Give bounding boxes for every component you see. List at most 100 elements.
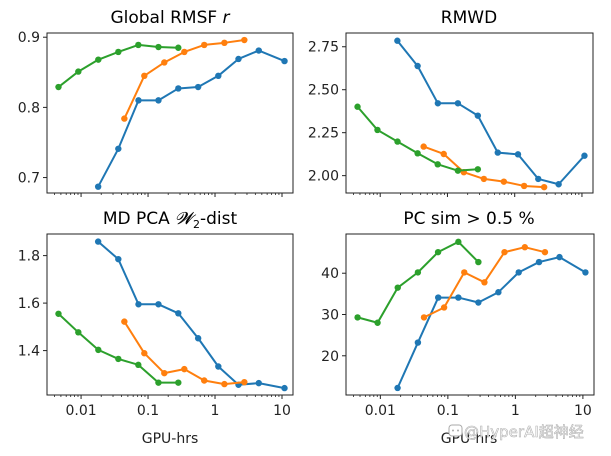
axes-frame <box>46 233 294 396</box>
data-point-blue <box>455 294 462 301</box>
panel-pca: 0.01 0.1 1 10 1.4 1.6 1.8 <box>18 233 294 419</box>
data-point-green <box>95 346 102 354</box>
data-point-green <box>95 56 102 63</box>
data-point-green <box>175 44 182 51</box>
panel-title-rmwd: RMWD <box>441 8 497 28</box>
data-point-blue <box>155 97 162 104</box>
data-point-green <box>354 103 361 110</box>
data-point-orange <box>420 314 428 321</box>
data-point-blue <box>394 384 401 392</box>
data-point-blue <box>235 55 242 63</box>
data-point-orange <box>440 150 447 158</box>
data-point-blue <box>255 47 262 54</box>
data-point-orange <box>121 318 128 325</box>
data-point-blue <box>535 258 543 266</box>
data-point-blue <box>94 238 102 245</box>
data-point-green <box>455 238 462 246</box>
data-point-orange <box>201 41 208 49</box>
data-point-blue <box>535 175 542 183</box>
panel-rmwd: 2.00 2.25 2.50 2.75 <box>308 32 594 197</box>
data-point-green <box>155 379 162 386</box>
y-tick-label: 1.4 <box>18 344 40 360</box>
data-point-orange <box>241 36 248 44</box>
data-point-green <box>55 83 62 91</box>
data-point-blue <box>435 294 442 301</box>
y-tick-label: 1.8 <box>18 249 40 265</box>
axes-frame <box>46 32 294 194</box>
data-point-orange <box>161 369 168 377</box>
data-point-green <box>374 319 381 326</box>
y-tick-label: 30 <box>321 308 339 324</box>
panel-title-pcsim: PC sim > 0.5 % <box>403 209 534 229</box>
x-tick-label: 10 <box>574 403 592 419</box>
axes-frame <box>345 32 594 194</box>
data-point-orange <box>521 244 529 251</box>
data-point-blue <box>495 289 502 296</box>
data-point-green <box>135 41 142 49</box>
data-point-green <box>354 314 361 321</box>
data-point-green <box>434 161 441 168</box>
data-point-green <box>55 310 62 317</box>
series-line-blue <box>97 240 285 390</box>
data-point-green <box>374 126 381 134</box>
x-tick-label: 1 <box>211 403 220 419</box>
data-point-blue <box>515 269 522 276</box>
data-point-green <box>394 138 401 145</box>
data-point-blue <box>514 151 522 158</box>
panel-title-rmsf: Global RMSF r <box>110 8 230 28</box>
x-tick-label: 1 <box>511 403 520 419</box>
data-point-green <box>475 258 482 266</box>
data-point-blue <box>414 339 422 346</box>
data-point-orange <box>501 248 508 256</box>
y-tick-label: 40 <box>321 266 339 282</box>
data-point-blue <box>194 83 202 91</box>
panel-rmsf: 0.7 0.8 0.9 <box>18 30 294 197</box>
y-tick-label: 2.75 <box>308 40 339 56</box>
data-point-orange <box>221 39 228 47</box>
data-point-blue <box>281 57 288 65</box>
data-point-green <box>75 68 82 75</box>
data-point-green <box>394 284 401 291</box>
data-point-green <box>474 166 482 173</box>
data-point-orange <box>480 175 488 183</box>
data-point-orange <box>161 59 168 66</box>
data-point-blue <box>581 152 588 159</box>
data-point-green <box>115 355 122 363</box>
data-point-orange <box>481 279 488 286</box>
x-tick-label: 0.1 <box>137 403 159 419</box>
series-line-blue <box>396 256 586 389</box>
y-tick-label: 20 <box>321 349 339 365</box>
data-point-orange <box>541 248 549 256</box>
data-point-blue <box>414 62 421 70</box>
x-axis-label-left: GPU-hrs <box>142 431 199 447</box>
data-point-blue <box>215 363 222 370</box>
data-point-orange <box>420 143 427 150</box>
data-point-blue <box>155 301 162 308</box>
data-point-blue <box>115 145 122 152</box>
data-point-blue <box>494 149 501 156</box>
data-point-green <box>135 361 142 369</box>
y-tick-label: 2.25 <box>308 126 339 142</box>
series-line-blue <box>97 49 285 188</box>
data-point-blue <box>215 72 222 80</box>
y-tick-label: 0.9 <box>18 30 40 46</box>
data-point-green <box>454 167 462 174</box>
data-point-blue <box>556 253 563 261</box>
data-point-blue <box>454 100 462 107</box>
panel-title-pca: MD PCA 𝓦2-dist <box>103 209 238 231</box>
data-point-blue <box>475 299 482 306</box>
watermark-text: @HyperAI超神经 <box>464 423 584 441</box>
data-point-green <box>414 150 421 157</box>
data-point-blue <box>474 112 482 119</box>
data-point-green <box>175 379 182 386</box>
data-point-blue <box>255 379 262 387</box>
y-tick-label: 2.00 <box>308 169 339 185</box>
data-point-green <box>434 248 442 256</box>
data-point-orange <box>221 380 228 388</box>
data-point-blue <box>135 97 142 104</box>
data-point-orange <box>141 350 148 357</box>
data-point-orange <box>440 304 448 311</box>
data-point-orange <box>461 269 468 276</box>
